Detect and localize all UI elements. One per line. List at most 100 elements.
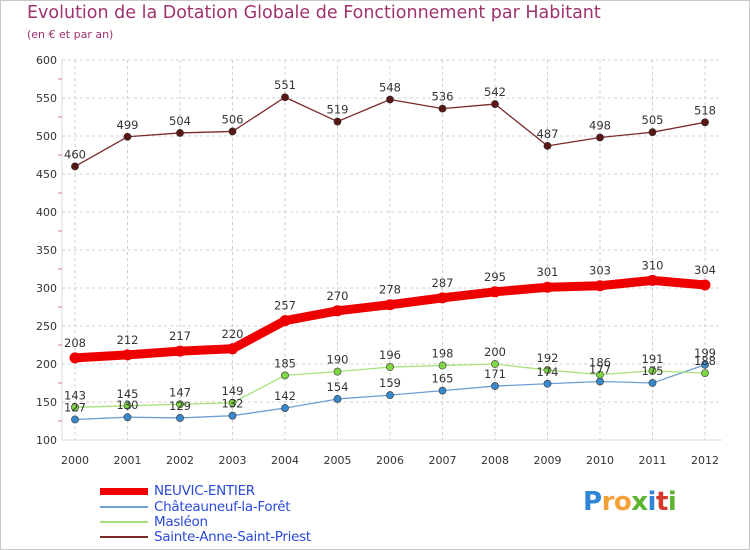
data-label-neuvic-entier: 208 [64,336,86,350]
point-masleon [491,360,499,368]
point-neuvic-entier [437,292,448,304]
data-label-masleon: 196 [379,348,401,362]
data-label-masleon: 149 [222,384,244,398]
chart-title: Evolution de la Dotation Globale de Fonc… [27,3,601,23]
legend-item-chateauneuf-la-foret: Châteauneuf-la-Forêt [100,499,400,515]
data-label-sainte-anne-saint-priest: 487 [537,127,559,141]
data-label-sainte-anne-saint-priest: 548 [379,81,401,95]
point-sainte-anne-saint-priest [543,141,552,150]
legend-label-masleon: Masléon [154,514,208,530]
point-chateauneuf-la-foret [491,382,499,390]
point-sainte-anne-saint-priest [123,132,132,141]
data-label-neuvic-entier: 310 [642,258,664,272]
point-chateauneuf-la-foret [176,414,184,422]
point-chateauneuf-la-foret [543,379,552,388]
data-label-sainte-anne-saint-priest: 504 [169,114,191,128]
point-neuvic-entier [332,305,343,317]
legend-item-neuvic-entier: NEUVIC-ENTIER [100,483,400,499]
x-tick-label: 2009 [534,454,562,467]
point-sainte-anne-saint-priest [701,118,709,127]
y-tick-label: 400 [36,206,57,219]
point-sainte-anne-saint-priest [176,129,184,137]
x-tick-label: 2001 [114,454,142,467]
data-label-chateauneuf-la-foret: 159 [379,376,401,390]
data-label-chateauneuf-la-foret: 142 [274,389,296,403]
point-chateauneuf-la-foret [648,379,657,387]
point-chateauneuf-la-foret [281,404,289,412]
legend-label-sainte-anne-saint-priest: Sainte-Anne-Saint-Priest [154,529,311,545]
point-masleon [176,400,184,409]
data-label-sainte-anne-saint-priest: 498 [589,119,611,133]
x-tick-label: 2006 [376,454,404,467]
data-label-sainte-anne-saint-priest: 460 [64,147,86,161]
point-chateauneuf-la-foret [333,395,342,403]
data-label-chateauneuf-la-foret: 132 [222,397,244,411]
point-sainte-anne-saint-priest [596,133,604,142]
data-label-chateauneuf-la-foret: 171 [484,367,506,381]
point-masleon [333,367,342,376]
data-label-masleon: 145 [117,387,139,401]
data-label-neuvic-entier: 217 [169,329,191,343]
data-label-chateauneuf-la-foret: 199 [694,346,716,360]
data-label-chateauneuf-la-foret: 154 [327,380,349,394]
data-label-masleon: 200 [484,345,506,359]
point-chateauneuf-la-foret [386,391,394,400]
point-sainte-anne-saint-priest [438,104,447,113]
y-tick-label: 300 [36,282,57,295]
legend-swatch-masleon [100,521,148,523]
point-sainte-anne-saint-priest [491,100,499,108]
data-label-masleon: 192 [537,351,559,365]
y-tick-label: 600 [36,54,57,67]
data-label-chateauneuf-la-foret: 177 [589,362,611,376]
x-tick-label: 2002 [166,454,194,467]
point-masleon [543,366,552,374]
point-sainte-anne-saint-priest [228,127,237,136]
x-tick-label: 2011 [639,454,667,467]
y-tick-label: 100 [36,434,57,447]
data-label-sainte-anne-saint-priest: 519 [327,103,349,117]
point-chateauneuf-la-foret [438,386,447,395]
y-tick-label: 150 [36,396,57,409]
point-masleon [228,398,237,407]
legend-label-chateauneuf-la-foret: Châteauneuf-la-Forêt [154,499,291,515]
proxiti-logo: Proxiti [583,487,677,517]
x-tick-label: 2000 [61,454,89,467]
y-tick-label: 500 [36,130,57,143]
data-label-masleon: 186 [589,356,611,370]
legend-swatch-sainte-anne-saint-priest [100,536,148,538]
data-label-masleon: 188 [694,354,716,368]
data-label-masleon: 147 [169,385,191,399]
data-label-neuvic-entier: 278 [379,283,401,297]
legend-label-neuvic-entier: NEUVIC-ENTIER [154,483,255,499]
data-label-neuvic-entier: 301 [537,265,559,279]
data-label-chateauneuf-la-foret: 129 [169,399,191,413]
legend-swatch-neuvic-entier [100,488,148,495]
y-tick-label: 350 [36,244,57,257]
y-tick-label: 550 [36,92,57,105]
x-tick-label: 2003 [219,454,247,467]
data-label-sainte-anne-saint-priest: 518 [694,103,716,117]
data-label-neuvic-entier: 220 [222,327,244,341]
y-tick-label: 200 [36,358,57,371]
y-tick-label: 250 [36,320,57,333]
point-neuvic-entier [647,274,658,286]
data-label-sainte-anne-saint-priest: 499 [117,118,139,132]
point-sainte-anne-saint-priest [71,162,79,171]
data-label-neuvic-entier: 304 [694,263,716,277]
point-neuvic-entier [384,299,396,311]
data-label-chateauneuf-la-foret: 175 [642,364,664,378]
point-neuvic-entier [489,286,501,298]
point-masleon [648,366,657,375]
point-chateauneuf-la-foret [701,360,709,369]
data-label-masleon: 198 [432,347,454,361]
chart-subtitle: (en € et par an) [27,28,114,41]
line-chart: 100 150 200 250 300 350 400 450 500 550 600 2000 200… [36,54,722,467]
point-sainte-anne-saint-priest [386,95,394,104]
x-tick-label: 2005 [324,454,352,467]
y-tick-label: 450 [36,168,57,181]
point-sainte-anne-saint-priest [648,128,657,137]
data-label-sainte-anne-saint-priest: 505 [642,113,664,127]
point-chateauneuf-la-foret [71,415,79,424]
data-label-chateauneuf-la-foret: 130 [117,398,139,412]
x-tick-label: 2007 [429,454,457,467]
